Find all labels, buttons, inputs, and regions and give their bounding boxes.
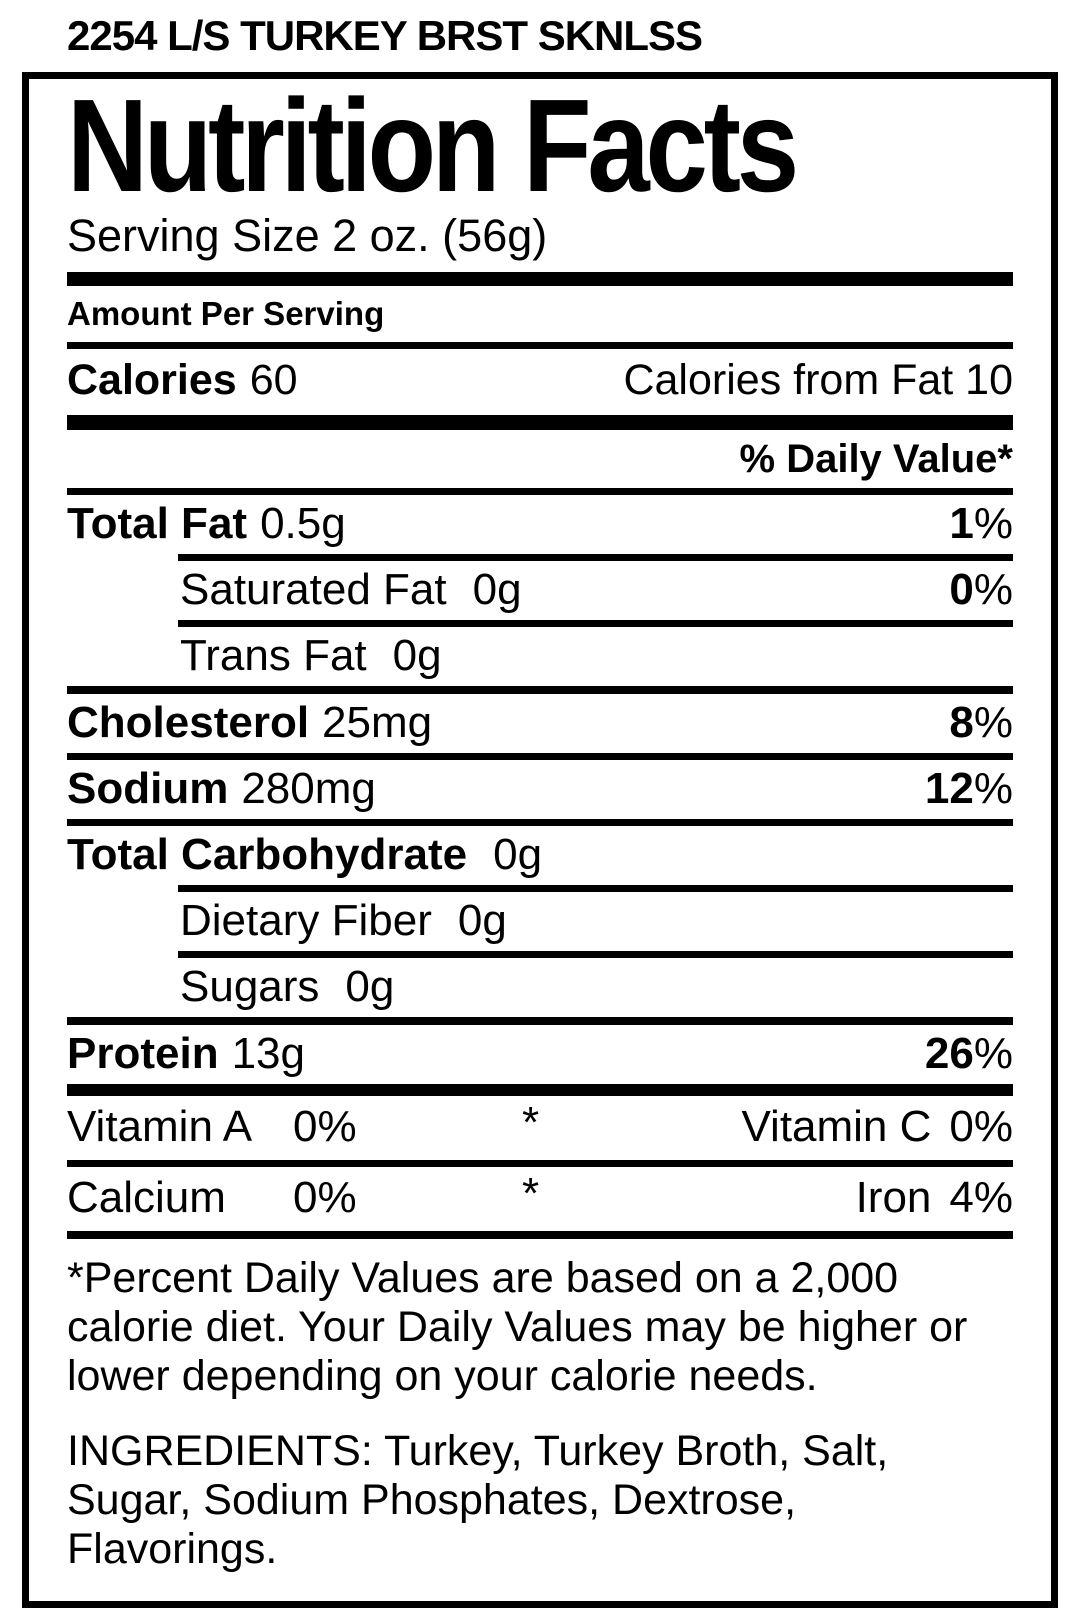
nutrient-label: Protein [67,1029,219,1079]
ingredients-list: INGREDIENTS: Turkey, Turkey Broth, Salt,… [67,1427,1013,1574]
vitamin-value: 0% [293,1173,357,1223]
vitamin-row-calcium-iron: Calcium 0% * Iron 4% [67,1167,1013,1231]
nutrient-label: Dietary Fiber [180,896,432,946]
divider-thin [67,753,1013,761]
nutrient-label: Total Carbohydrate [67,830,468,880]
dv-number: 12 [924,764,974,814]
nutrient-value: 280mg [241,764,376,814]
calories-from-fat: Calories from Fat 10 [623,356,1013,405]
ingredients-line: INGREDIENTS: Turkey, Turkey Broth, Salt, [67,1427,889,1476]
nutrient-label: Sodium [67,764,229,814]
nutrient-value: 13g [231,1029,305,1079]
vitamin-label: Calcium [67,1173,226,1223]
dv-number: 8 [949,698,974,748]
daily-value-percent: 0% [949,565,1013,615]
vitamin-right-group: Iron 4% [856,1173,1013,1223]
nutrient-row-trans-fat: Trans Fat 0g [180,627,1013,686]
vitamin-label: Vitamin C [741,1102,932,1152]
daily-value-percent: 12% [925,764,1013,814]
daily-values-footnote: *Percent Daily Values are based on a 2,0… [67,1254,1013,1401]
nutrient-row-cholesterol: Cholesterol 25mg 8% [67,694,1013,753]
divider-thin [67,1160,1013,1168]
nutrient-value: 0g [392,631,442,681]
vitamin-value: 0% [949,1102,1013,1152]
divider-thick-dv [67,415,1013,431]
product-title: 2254 L/S TURKEY BRST SKNLSS [67,12,703,59]
percent-sign: % [973,499,1013,549]
amount-per-serving-label: Amount Per Serving [67,295,385,333]
nutrient-row-total-carbohydrate: Total Carbohydrate 0g [67,826,1013,885]
nutrient-value: 0g [472,565,522,615]
nutrient-label: Saturated Fat [180,565,447,615]
nutrient-row-total-fat: Total Fat 0.5g 1% [67,495,1013,554]
dv-number: 0 [949,565,974,615]
vitamin-value: 0% [293,1102,357,1152]
nutrition-facts-box: Nutrition Facts Serving Size 2 oz. (56g)… [22,72,1058,1608]
daily-value-percent: 8% [949,698,1013,748]
footnote-line: calorie diet. Your Daily Values may be h… [67,1303,968,1352]
daily-value-percent: 26% [925,1029,1013,1079]
nutrient-label: Trans Fat [180,631,367,681]
nutrient-row-dietary-fiber: Dietary Fiber 0g [180,892,1013,951]
ingredients-line: Flavorings. [67,1525,278,1574]
calories-label: Calories [67,356,237,405]
dv-number: 26 [924,1029,974,1079]
divider-thin [67,342,1013,350]
divider-thin [67,1017,1013,1026]
vitamin-row-a-c: Vitamin A 0% * Vitamin C 0% [67,1096,1013,1160]
vitamin-right-group: Vitamin C 0% [741,1102,1013,1152]
divider-thin [67,488,1013,496]
nutrient-row-sodium: Sodium 280mg 12% [67,760,1013,819]
vitamin-label: Vitamin A [67,1102,253,1152]
divider-indented [178,951,1013,959]
nutrition-facts-title-wrap: Nutrition Facts [67,72,1013,219]
vitamin-value: 4% [949,1173,1013,1223]
nutrient-value: 0g [345,962,395,1012]
divider-indented [178,620,1013,628]
divider-thin [67,686,1013,695]
footnote-line: *Percent Daily Values are based on a 2,0… [67,1254,899,1303]
ingredients-line: Sugar, Sodium Phosphates, Dextrose, [67,1476,797,1525]
nutrient-row-protein: Protein 13g 26% [67,1025,1013,1084]
nutrient-row-saturated-fat: Saturated Fat 0g 0% [180,561,1013,620]
percent-sign: % [973,698,1013,748]
nutrient-value: 0g [493,830,543,880]
percent-sign: % [973,764,1013,814]
footnote-line: lower depending on your calorie needs. [67,1352,818,1401]
divider-indented [178,885,1013,893]
daily-value-header: % Daily Value* [739,437,1013,482]
divider-indented [178,554,1013,562]
dv-number: 1 [949,499,974,549]
nutrient-label: Cholesterol [67,698,310,748]
nutrient-value: 0.5g [260,499,346,549]
asterisk-separator: * [522,1098,540,1148]
vitamin-label: Iron [855,1173,932,1223]
divider-thick-vitamins [67,1084,1013,1097]
divider-thin [67,819,1013,827]
serving-size: Serving Size 2 oz. (56g) [67,210,548,262]
nutrient-label: Sugars [180,962,320,1012]
nutrient-value: 0g [457,896,507,946]
percent-sign: % [973,1029,1013,1079]
nutrient-label: Total Fat [67,499,248,549]
divider-thin [67,1231,1013,1240]
nutrient-row-sugars: Sugars 0g [180,958,1013,1017]
percent-sign: % [973,565,1013,615]
asterisk-separator: * [522,1169,540,1219]
daily-value-percent: 1% [949,499,1013,549]
nutrition-facts-title: Nutrition Facts [67,72,799,219]
calories-left: Calories 60 [67,355,298,405]
divider-thick-top [67,272,1013,287]
nutrient-value: 25mg [322,698,433,748]
calories-value: 60 [249,356,298,405]
calories-row: Calories 60 Calories from Fat 10 [67,349,1013,415]
